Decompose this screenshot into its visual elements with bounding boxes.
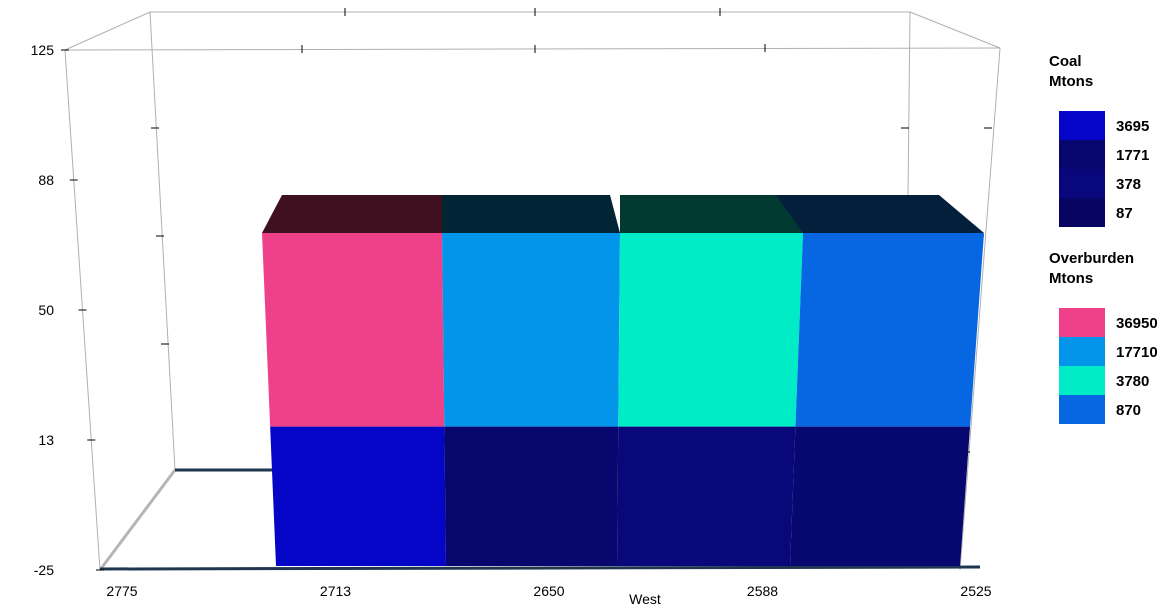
bar-2650 [442, 195, 620, 566]
x-axis-ticks: 2775 2713 2650 2588 2525 [106, 583, 991, 599]
legend-group: Coal Mtons 3695 1771 378 87 [1049, 53, 1149, 227]
legend-label: 17710 [1116, 344, 1158, 361]
floor-front-edge [99, 565, 981, 571]
bar-segment-overburden [795, 233, 984, 427]
legend-swatch [1059, 169, 1105, 198]
x-tick-label: 2588 [747, 583, 778, 599]
x-axis-title: West [629, 591, 661, 607]
legend-label: 3695 [1116, 118, 1149, 135]
legend-swatch [1059, 140, 1105, 169]
legend: Coal Mtons 3695 1771 378 87 Overburden Mtons 369… [1049, 53, 1158, 424]
frame-edge [64, 47, 1001, 51]
bar-segment-coal [790, 426, 971, 566]
legend-label: 378 [1116, 176, 1141, 193]
frame-edge [149, 11, 176, 471]
legend-swatch [1059, 308, 1105, 337]
y-tick-label: 88 [38, 172, 54, 188]
bar-segment-overburden [262, 233, 445, 427]
bar-top-face [262, 195, 442, 233]
bar-segment-overburden [618, 233, 803, 427]
legend-swatch [1059, 366, 1105, 395]
y-tick-label: 125 [31, 42, 55, 58]
frame-edge [64, 11, 151, 51]
legend-swatch [1059, 198, 1105, 227]
x-tick-label: 2775 [106, 583, 137, 599]
bar-2588 [617, 195, 803, 566]
legend-swatch [1059, 395, 1105, 424]
legend-label: 87 [1116, 205, 1133, 222]
bar-segment-overburden [442, 233, 620, 427]
bar-top-face [442, 195, 620, 233]
frame-edge [959, 47, 1001, 571]
y-tick-label: 13 [38, 432, 54, 448]
x-tick-label: 2525 [960, 583, 991, 599]
y-tick-label: 50 [38, 302, 54, 318]
frame-edge [909, 11, 1001, 49]
legend-label: 870 [1116, 402, 1141, 419]
legend-label: 3780 [1116, 373, 1149, 390]
bar-top-face [776, 195, 984, 233]
legend-swatch [1059, 337, 1105, 366]
legend-title: Overburden [1049, 250, 1134, 267]
bar-segment-coal [270, 426, 446, 566]
bars [262, 195, 984, 566]
legend-title: Mtons [1049, 73, 1093, 90]
bar-2525 [776, 195, 984, 566]
legend-label: 36950 [1116, 315, 1158, 332]
legend-title: Coal [1049, 53, 1082, 70]
legend-label: 1771 [1116, 147, 1149, 164]
y-axis-ticks: 125 88 50 13 -25 [31, 42, 104, 578]
x-tick-label: 2650 [533, 583, 564, 599]
bar-segment-coal [617, 426, 796, 566]
bar-top-face [620, 195, 803, 233]
legend-title: Mtons [1049, 270, 1093, 287]
legend-swatch [1059, 111, 1105, 140]
floor-edge [98, 469, 177, 571]
bar-2713 [262, 195, 446, 566]
bar-segment-coal [444, 426, 619, 566]
y-tick-label: -25 [34, 562, 54, 578]
legend-group: Overburden Mtons 36950 17710 3780 870 [1049, 250, 1158, 424]
x-tick-label: 2713 [320, 583, 351, 599]
